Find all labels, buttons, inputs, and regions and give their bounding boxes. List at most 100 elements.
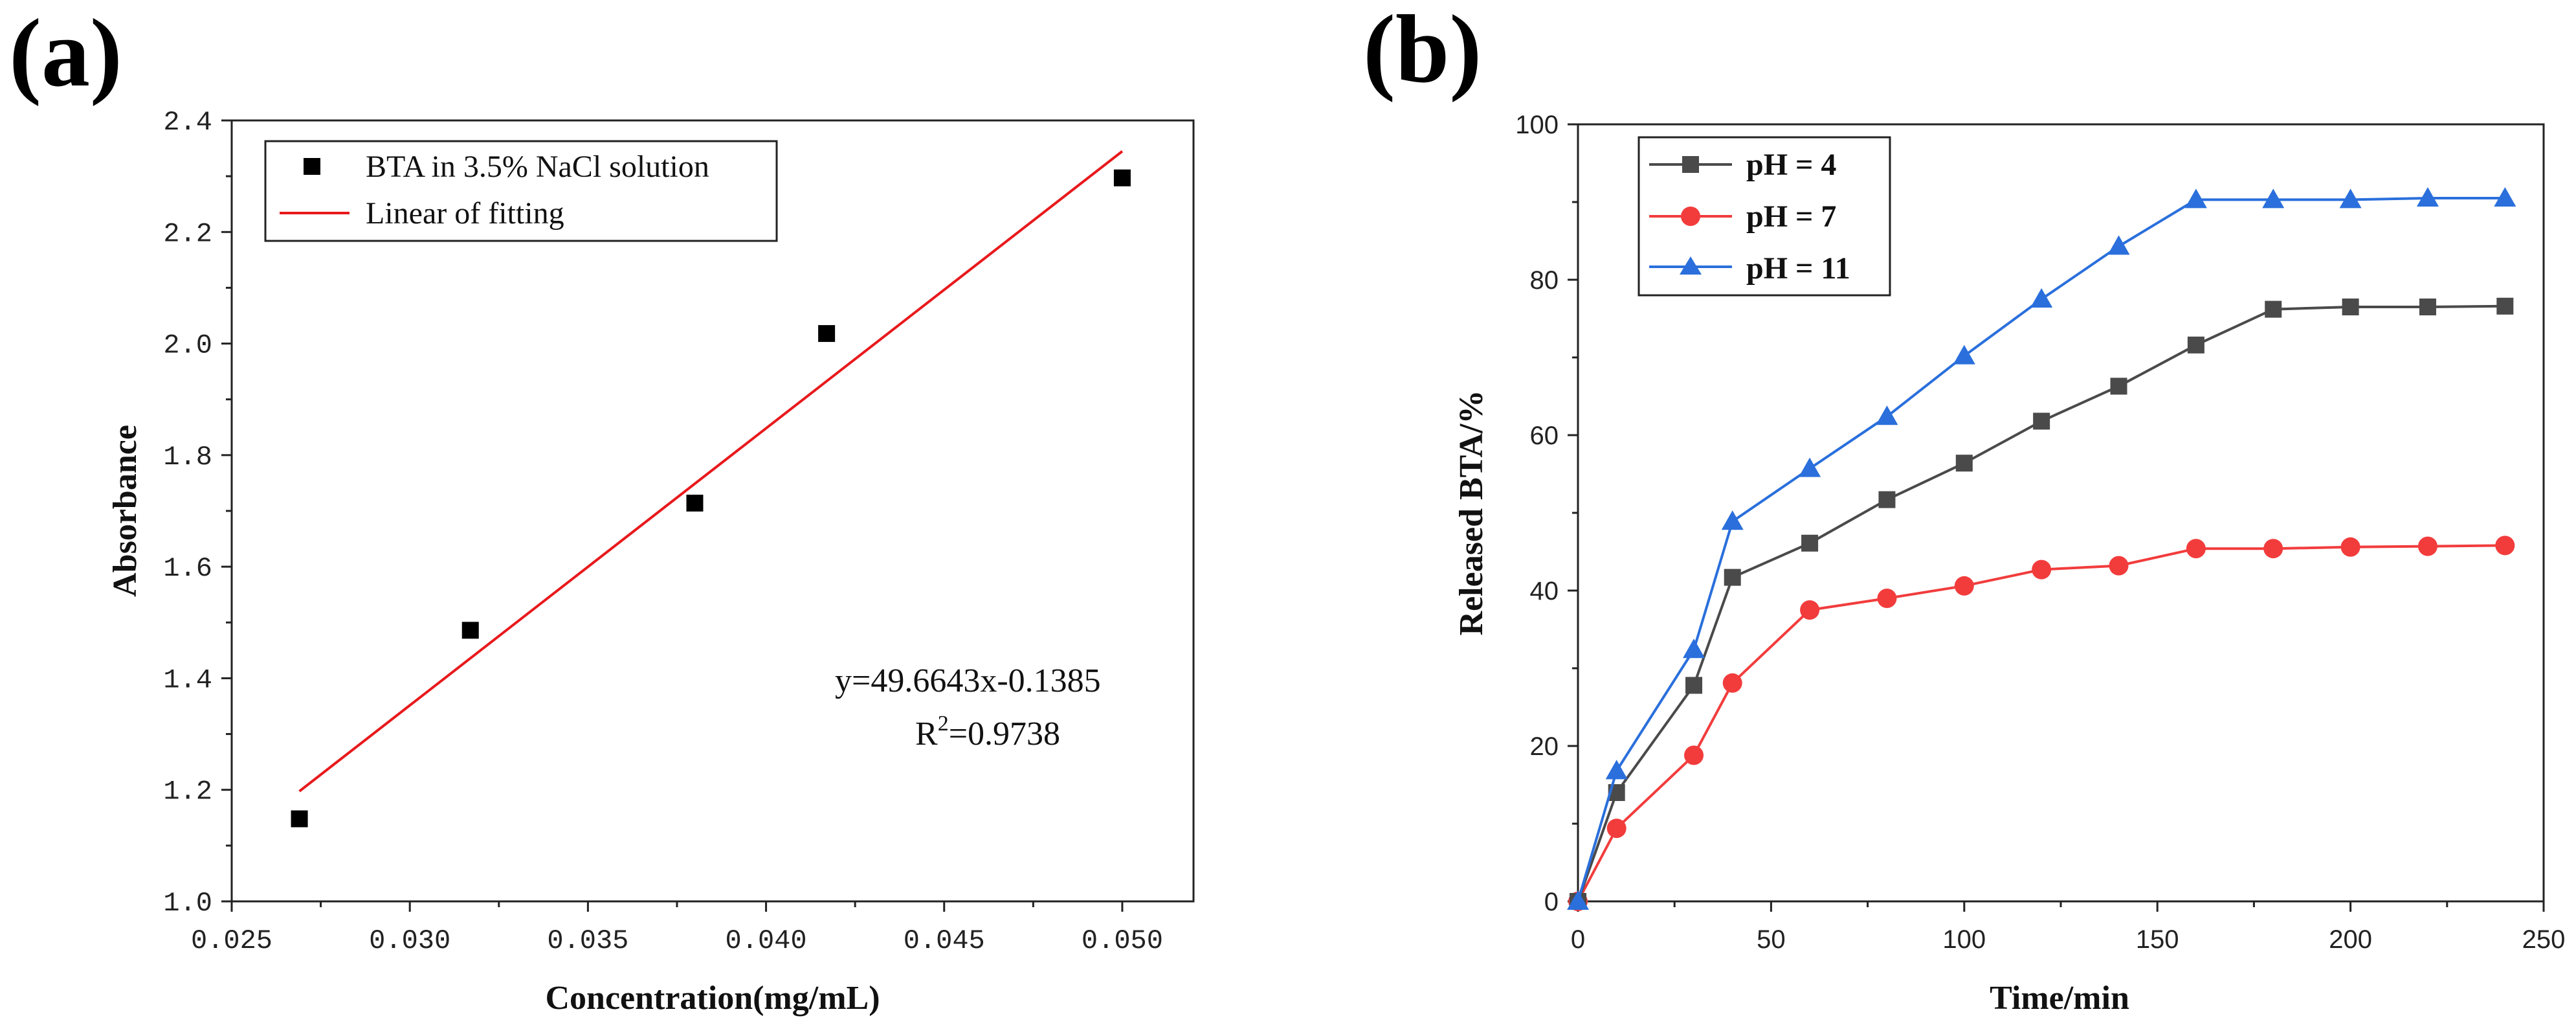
panel-b-point-ph11 bbox=[2494, 187, 2516, 207]
panel-a-label: (a) bbox=[9, 0, 122, 107]
panel-b-point-ph7 bbox=[2340, 537, 2360, 557]
panel-b-point-ph4 bbox=[2342, 299, 2359, 315]
panel-b-y-axis: 0 20 40 60 80 100 bbox=[1515, 111, 1578, 916]
panel-b-point-ph4 bbox=[2265, 300, 2282, 318]
panel-a-x-axis-title: Concentration(mg/mL) bbox=[545, 980, 880, 1017]
panel-b-point-ph7 bbox=[2495, 536, 2515, 556]
panel-a-legend: BTA in 3.5% NaCl solution Linear of fitt… bbox=[264, 140, 778, 242]
panel-b-point-ph11 bbox=[2184, 188, 2207, 209]
panel-b-point-ph4 bbox=[1878, 491, 1896, 508]
panel-b-point-ph11 bbox=[2107, 235, 2130, 255]
panel-b-point-ph7 bbox=[1877, 589, 1897, 608]
panel-b: (b) 0 20 40 60 80 100 0 50 100 150 200 250 pH = 4 … bbox=[1363, 0, 2565, 1017]
panel-a-y-tick-label: 1.6 bbox=[163, 553, 212, 584]
panel-b-point-ph11 bbox=[1683, 638, 1705, 659]
panel-b-legend-marker-ph7 bbox=[1681, 207, 1700, 226]
panel-b-series-line-ph4 bbox=[1577, 304, 2505, 902]
panel-a-data-point bbox=[291, 810, 308, 828]
panel-a-legend-box bbox=[264, 140, 778, 242]
panel-b-point-ph11 bbox=[1721, 510, 1744, 530]
panel-b-point-ph11 bbox=[2416, 187, 2439, 207]
panel-a-y-tick-label: 2.0 bbox=[163, 330, 212, 361]
panel-a-y-tick-label: 2.2 bbox=[163, 218, 212, 249]
panel-b-point-ph7 bbox=[2109, 556, 2129, 576]
panel-a-legend-series-label: BTA in 3.5% NaCl solution bbox=[366, 150, 709, 184]
panel-b-legend-label-ph4: pH = 4 bbox=[1746, 148, 1836, 182]
panel-b-x-tick-label: 150 bbox=[2136, 925, 2179, 954]
panel-b-point-ph4 bbox=[2110, 378, 2127, 395]
panel-b-label: (b) bbox=[1363, 0, 1482, 103]
panel-b-point-ph7 bbox=[2417, 536, 2437, 556]
panel-b-y-tick-label: 40 bbox=[1530, 577, 1559, 605]
panel-a-x-tick-label: 0.030 bbox=[369, 925, 450, 956]
panel-a-y-tick-label: 1.8 bbox=[163, 442, 212, 473]
panel-a-x-tick-label: 0.045 bbox=[904, 925, 985, 956]
panel-b-point-ph4 bbox=[1685, 677, 1703, 694]
panel-b-point-ph7 bbox=[2186, 539, 2206, 559]
panel-a-y-tick-label: 2.4 bbox=[163, 107, 212, 138]
panel-b-x-tick-label: 200 bbox=[2329, 925, 2372, 954]
panel-b-point-ph7 bbox=[1800, 600, 1820, 620]
panel-b-x-tick-label: 50 bbox=[1757, 925, 1786, 954]
panel-b-point-ph4 bbox=[2419, 299, 2436, 315]
panel-a-y-axis-title: Absorbance bbox=[107, 425, 144, 597]
panel-b-point-ph11 bbox=[1605, 760, 1628, 780]
panel-b-x-axis: 0 50 100 150 200 250 bbox=[1571, 901, 2566, 954]
panel-b-point-ph4 bbox=[1724, 569, 1741, 586]
panel-a-y-axis: 1.0 1.2 1.4 1.6 1.8 2.0 2.2 2.4 bbox=[163, 107, 232, 919]
panel-a-data-point bbox=[686, 494, 704, 512]
panel-a-y-tick-label: 1.2 bbox=[163, 776, 212, 807]
panel-a-legend-marker-square bbox=[304, 158, 320, 175]
panel-a-data-point bbox=[818, 325, 836, 343]
panel-b-point-ph11 bbox=[2262, 188, 2285, 209]
panel-a-r-squared: R2=0.9738 bbox=[915, 712, 1060, 752]
panel-b-legend-marker-ph11 bbox=[1680, 256, 1702, 275]
panel-b-point-ph4 bbox=[1801, 534, 1819, 552]
panel-b-legend: pH = 4 pH = 7 pH = 11 bbox=[1638, 136, 1891, 297]
panel-a-data-point bbox=[461, 622, 479, 639]
panel-b-point-ph7 bbox=[1954, 576, 1974, 596]
panel-b-legend-label-ph11: pH = 11 bbox=[1746, 251, 1850, 286]
panel-a: (a) 1.01.21.41.61.82.02.22.4 0.025 0.030 0… bbox=[9, 0, 1195, 1017]
panel-b-point-ph11 bbox=[1799, 457, 1821, 477]
panel-a-fit-line bbox=[298, 150, 1124, 793]
panel-a-r2-prefix: R bbox=[915, 716, 938, 752]
panel-a-x-tick-label: 0.025 bbox=[191, 925, 272, 956]
panel-a-x-tick-label: 0.035 bbox=[547, 925, 628, 956]
panel-b-x-tick-label: 0 bbox=[1571, 925, 1585, 954]
panel-b-point-ph7 bbox=[1606, 818, 1627, 839]
panel-a-x-axis: 0.025 0.030 0.035 0.040 0.045 0.050 bbox=[191, 901, 1163, 956]
panel-b-x-tick-label: 250 bbox=[2522, 925, 2566, 954]
panel-a-y-tick-label: 1.0 bbox=[163, 888, 212, 919]
panel-b-y-tick-label: 20 bbox=[1530, 732, 1559, 761]
panel-b-point-ph11 bbox=[2339, 188, 2362, 209]
panel-b-point-ph11 bbox=[2030, 288, 2053, 308]
panel-b-point-ph4 bbox=[1955, 455, 1973, 472]
panel-a-x-tick-label: 0.050 bbox=[1082, 925, 1163, 956]
panel-b-y-tick-label: 80 bbox=[1530, 266, 1559, 295]
panel-b-y-tick-label: 0 bbox=[1544, 888, 1559, 916]
panel-a-fit-equation: y=49.6643x-0.1385 bbox=[835, 662, 1101, 699]
panel-b-series-group bbox=[1567, 187, 2516, 911]
panel-a-y-tick-label: 1.4 bbox=[163, 664, 212, 695]
panel-b-series-line-ph7 bbox=[1577, 544, 2505, 902]
panel-a-x-tick-label: 0.040 bbox=[726, 925, 807, 956]
panel-b-x-tick-label: 100 bbox=[1942, 925, 1986, 954]
panel-b-series-line-ph11 bbox=[1577, 197, 2505, 902]
panel-a-data-points bbox=[291, 169, 1131, 828]
panel-b-point-ph7 bbox=[1684, 745, 1704, 765]
panel-b-point-ph7 bbox=[2032, 559, 2052, 580]
panel-a-data-point bbox=[1113, 169, 1131, 186]
panel-b-point-ph11 bbox=[1876, 405, 1898, 425]
panel-a-r2-value: =0.9738 bbox=[949, 716, 1060, 752]
panel-b-point-ph7 bbox=[1722, 673, 1742, 693]
panel-b-point-ph11 bbox=[1953, 344, 1975, 365]
panel-a-legend-fit-label: Linear of fitting bbox=[366, 196, 564, 231]
panel-b-point-ph11 bbox=[1567, 890, 1589, 910]
panel-b-x-axis-title: Time/min bbox=[1990, 980, 2129, 1017]
panel-b-y-tick-label: 100 bbox=[1515, 111, 1559, 139]
panel-b-legend-marker-ph4 bbox=[1682, 156, 1699, 173]
panel-b-legend-label-ph7: pH = 7 bbox=[1746, 199, 1836, 234]
panel-a-r2-sup: 2 bbox=[938, 712, 949, 736]
